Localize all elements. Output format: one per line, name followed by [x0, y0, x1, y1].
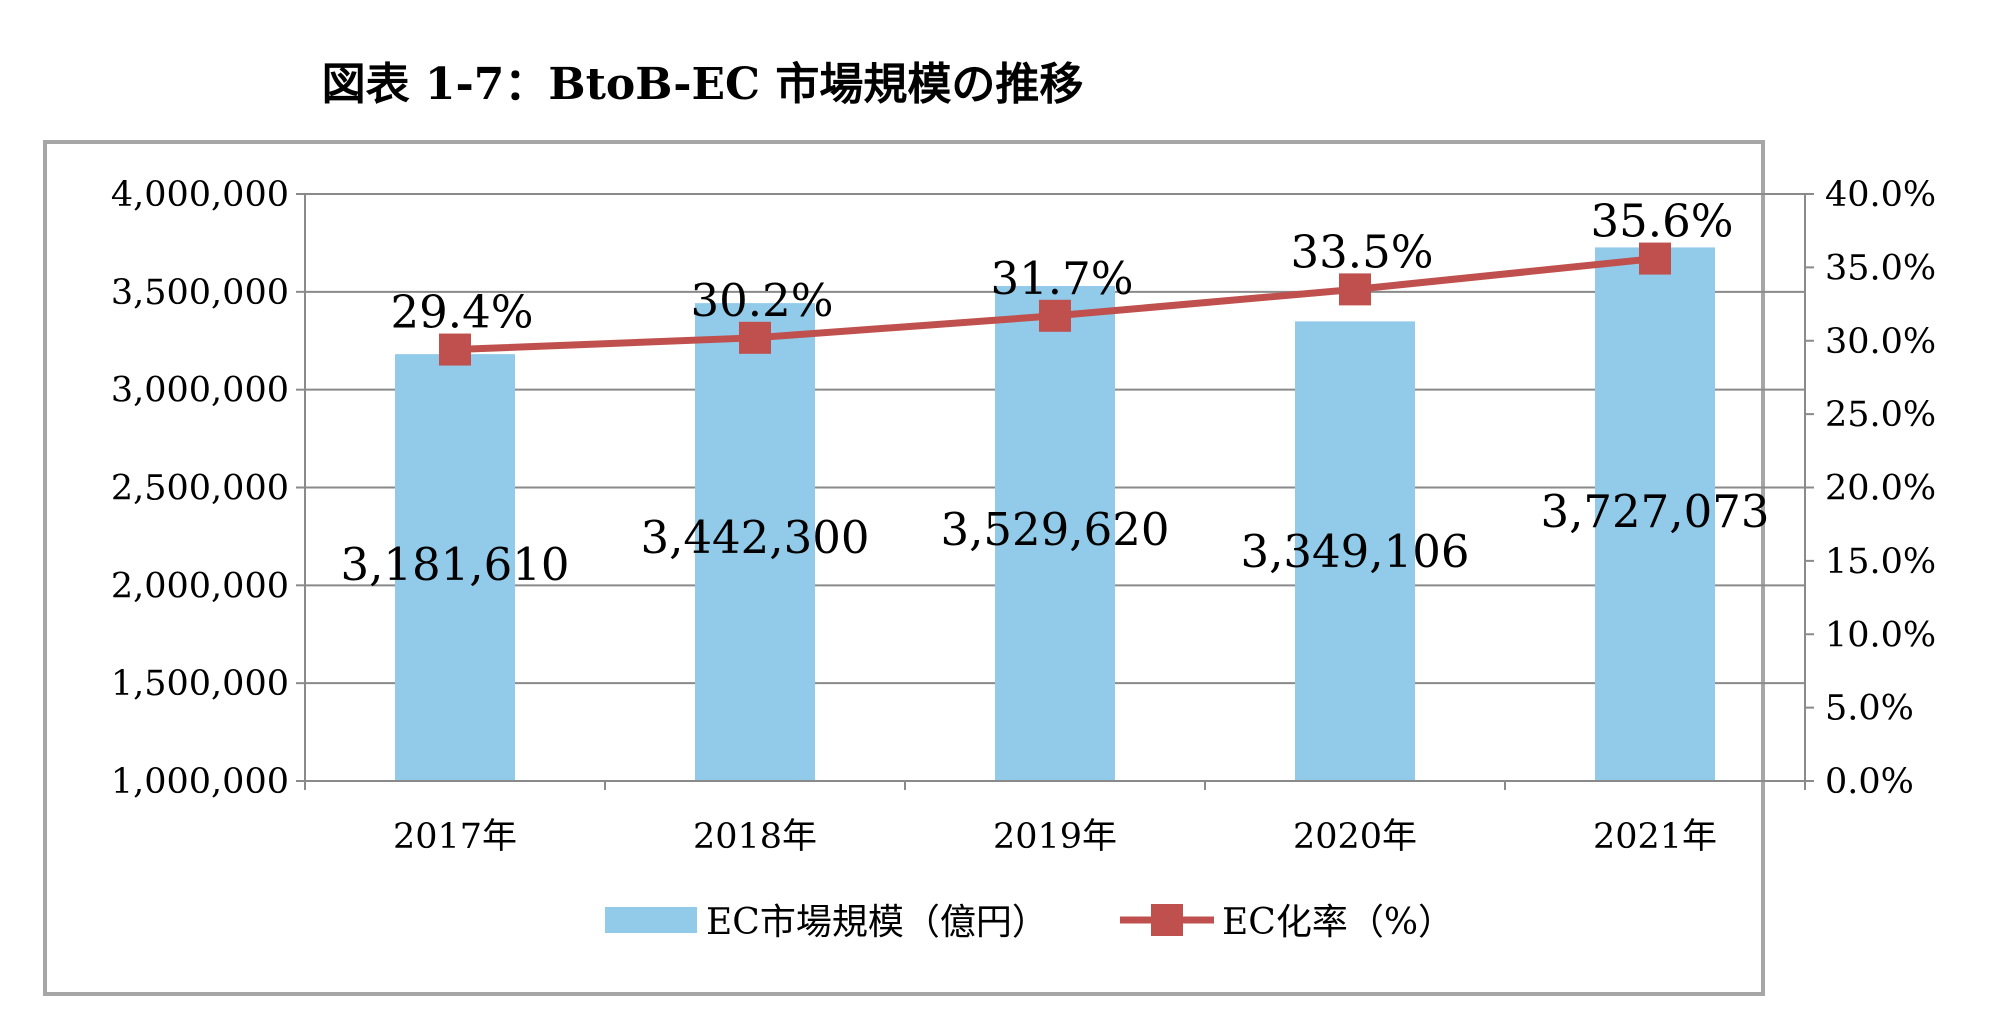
right-axis-tick-label: 35.0% [1825, 248, 1936, 288]
line-marker [1039, 299, 1071, 332]
right-axis-tick-label: 5.0% [1825, 689, 1914, 729]
line-value-label: 31.7% [991, 252, 1134, 305]
bar-value-label: 3,181,610 [340, 538, 569, 591]
left-axis-tick-label: 1,500,000 [111, 664, 289, 704]
bar [695, 303, 815, 781]
line-series [439, 242, 1671, 366]
x-axis-tick-label: 2019年 [993, 817, 1117, 857]
right-axis-tick-label: 40.0% [1825, 175, 1936, 215]
line-marker [739, 321, 771, 354]
line-value-label: 29.4% [391, 286, 534, 339]
line-marker [1339, 273, 1371, 306]
legend-label-bar: EC市場規模（億円） [706, 902, 1048, 943]
left-axis-tick-label: 4,000,000 [111, 175, 289, 215]
bar [995, 286, 1115, 781]
legend: EC市場規模（億円） EC化率（%） [605, 902, 1454, 943]
right-axis-tick-label: 30.0% [1825, 322, 1936, 362]
left-axis-tick-label: 3,500,000 [111, 273, 289, 313]
legend-swatch-bar [605, 907, 697, 933]
line-value-label: 35.6% [1591, 195, 1734, 248]
left-axis-tick-label: 3,000,000 [111, 371, 289, 411]
bar [395, 354, 515, 781]
legend-swatch-marker [1151, 904, 1183, 936]
bar-series [395, 247, 1715, 781]
line-marker [1639, 242, 1671, 275]
right-axis-tick-label: 10.0% [1825, 615, 1936, 655]
x-axis-tick-label: 2018年 [693, 817, 817, 857]
bar-value-label: 3,727,073 [1540, 485, 1769, 538]
line-value-label: 33.5% [1291, 225, 1434, 278]
axes: 1,000,000 1,500,000 2,000,000 2,500,000 3,00… [111, 175, 1936, 857]
left-axis-tick-label: 2,000,000 [111, 566, 289, 606]
bar [1295, 321, 1415, 781]
bar [1595, 247, 1715, 781]
right-axis-tick-label: 25.0% [1825, 395, 1936, 435]
right-axis-tick-label: 20.0% [1825, 469, 1936, 509]
right-axis-tick-label: 0.0% [1825, 762, 1914, 802]
chart-title: 図表 1-7：BtoB-EC 市場規模の推移 [321, 59, 1084, 110]
chart-frame [43, 140, 1765, 996]
legend-label-line: EC化率（%） [1222, 902, 1454, 943]
x-axis-tick-label: 2021年 [1593, 817, 1717, 857]
x-axis-tick-label: 2020年 [1293, 817, 1417, 857]
right-axis-tick-label: 15.0% [1825, 542, 1936, 582]
bar-value-label: 3,349,106 [1240, 525, 1469, 578]
left-axis-tick-label: 1,000,000 [111, 762, 289, 802]
x-axis-tick-label: 2017年 [393, 817, 517, 857]
line-value-label: 30.2% [691, 274, 834, 327]
bar-value-label: 3,529,620 [940, 503, 1169, 556]
left-axis-tick-label: 2,500,000 [111, 469, 289, 509]
bar-value-label: 3,442,300 [640, 511, 869, 564]
line-marker [439, 333, 471, 366]
data-labels: 3,181,610 3,442,300 3,529,620 3,349,106 3,72… [340, 195, 1769, 591]
